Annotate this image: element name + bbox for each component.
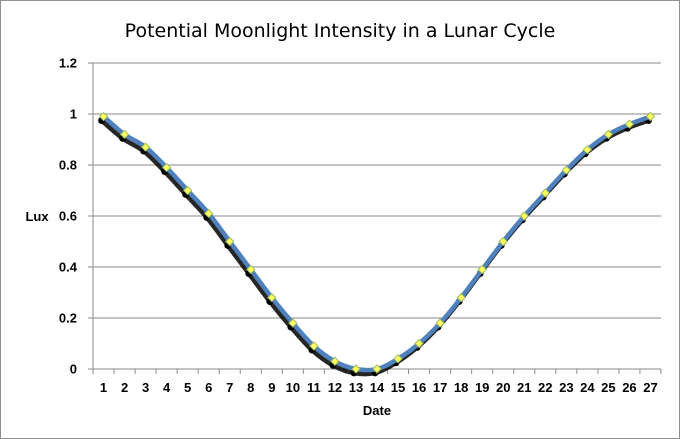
data-point-6 xyxy=(203,208,214,219)
x-tick-label-13: 14 xyxy=(370,380,385,395)
x-tick-label-17: 18 xyxy=(454,380,468,395)
data-series xyxy=(98,111,656,377)
data-point-18 xyxy=(456,292,466,303)
data-point-3 xyxy=(140,142,151,152)
x-axis-label: Date xyxy=(363,403,391,418)
data-point-8 xyxy=(246,264,256,275)
data-point-20 xyxy=(498,236,508,247)
data-point-22 xyxy=(540,188,551,198)
y-tick-labels: 0 0.2 0.4 0.6 0.8 1 1.2 xyxy=(59,56,78,377)
x-tick-label-21: 22 xyxy=(538,380,552,395)
data-point-16 xyxy=(414,338,424,349)
y-tick-label-2: 0.4 xyxy=(59,260,78,275)
y-tick-label-6: 1.2 xyxy=(59,56,77,71)
x-tick-label-14: 15 xyxy=(391,380,405,395)
data-point-10 xyxy=(288,318,298,328)
data-point-1 xyxy=(98,111,109,122)
x-tick-label-6: 7 xyxy=(226,380,233,395)
x-tick-label-0: 1 xyxy=(100,380,107,395)
y-tick-label-0: 0 xyxy=(70,362,77,377)
x-tick-label-11: 12 xyxy=(328,380,342,395)
data-point-12 xyxy=(330,356,340,367)
x-tick-label-5: 6 xyxy=(205,380,212,395)
x-tick-label-15: 16 xyxy=(412,380,426,395)
data-point-27 xyxy=(645,111,656,122)
x-tick-label-19: 20 xyxy=(496,380,510,395)
axes xyxy=(88,62,662,374)
x-tick-label-9: 10 xyxy=(286,380,300,395)
data-point-26 xyxy=(624,119,635,129)
series-line-shadow xyxy=(100,118,650,377)
x-tick-label-16: 17 xyxy=(433,380,447,395)
data-point-23 xyxy=(561,165,572,175)
data-point-15 xyxy=(393,354,403,364)
x-tick-label-8: 9 xyxy=(268,380,275,395)
data-point-14 xyxy=(372,364,382,374)
series-line xyxy=(102,114,652,373)
data-point-11 xyxy=(309,341,319,351)
x-tick-label-26: 27 xyxy=(643,380,657,395)
series-0 xyxy=(98,111,656,377)
data-point-5 xyxy=(182,185,193,196)
x-tick-label-10: 11 xyxy=(307,380,321,395)
data-point-7 xyxy=(225,236,235,247)
x-tick-label-20: 21 xyxy=(517,380,531,395)
x-tick-label-1: 2 xyxy=(121,380,128,395)
y-tick-label-1: 0.2 xyxy=(59,311,77,326)
data-point-17 xyxy=(435,318,445,328)
data-point-19 xyxy=(477,264,487,275)
y-tick-label-5: 1 xyxy=(70,107,77,122)
y-axis-label: Lux xyxy=(25,209,49,224)
x-tick-label-18: 19 xyxy=(475,380,489,395)
y-tick-label-4: 0.8 xyxy=(59,158,77,173)
data-point-13 xyxy=(351,364,361,374)
y-tick-label-3: 0.6 xyxy=(59,209,77,224)
x-tick-label-24: 25 xyxy=(601,380,615,395)
x-tick-label-4: 5 xyxy=(184,380,191,395)
x-tick-label-12: 13 xyxy=(349,380,363,395)
chart-title: Potential Moonlight Intensity in a Lunar… xyxy=(125,20,556,42)
data-point-2 xyxy=(119,129,130,140)
data-point-21 xyxy=(519,211,529,221)
data-point-25 xyxy=(603,129,614,140)
x-tick-labels: 1 2 3 4 5 6 7 8 9 10 11 12 13 14 15 16 17 18 19 20 21 22 23 24 2… xyxy=(100,380,658,395)
data-point-9 xyxy=(267,292,277,303)
x-tick-label-3: 4 xyxy=(163,380,171,395)
x-tick-label-22: 23 xyxy=(559,380,573,395)
data-point-4 xyxy=(161,162,172,173)
gridlines xyxy=(93,62,661,319)
x-tick-label-7: 8 xyxy=(247,380,254,395)
x-tick-label-25: 26 xyxy=(622,380,636,395)
x-tick-label-23: 24 xyxy=(580,380,595,395)
data-point-24 xyxy=(582,144,593,155)
x-tick-label-2: 3 xyxy=(142,380,149,395)
